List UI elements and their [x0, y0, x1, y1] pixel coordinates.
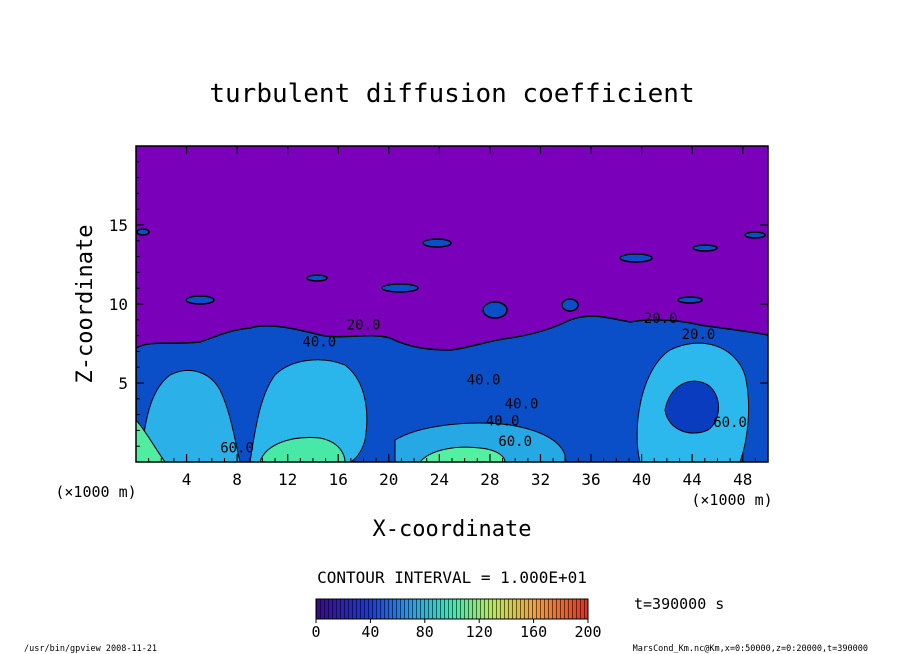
green-region-1: [259, 436, 346, 462]
x-tick-label: 24: [430, 470, 449, 489]
time-label: t=390000 s: [634, 595, 724, 613]
x-axis-label: X-coordinate: [373, 517, 532, 542]
colorbar-tick-label: 0: [311, 623, 320, 641]
cyan-region-1: [139, 369, 241, 462]
x-tick-label: 28: [480, 470, 499, 489]
x-unit-label-left: (×1000 m): [55, 483, 136, 501]
x-tick-label: 4: [182, 470, 192, 489]
x-tick-label: 20: [379, 470, 398, 489]
plot-area: [136, 146, 768, 462]
contour-label: 40.0: [467, 373, 501, 389]
contour-label: 40.0: [486, 414, 520, 430]
x-tick-label: 8: [232, 470, 242, 489]
x-tick-label: 44: [683, 470, 702, 489]
upper-patches: [136, 228, 766, 319]
contour-label: 20.0: [682, 327, 716, 343]
contour-interval: CONTOUR INTERVAL = 1.000E+01: [317, 568, 587, 587]
contour-labels: 20.0 20.040.040.040.020.060.0 60.040.0 60.0: [220, 311, 747, 457]
y-axis-ticks: 5 10 15: [109, 161, 768, 447]
contour-label: 40.0: [505, 396, 539, 412]
y-tick-label: 15: [109, 216, 128, 235]
colorbar-tick-label: 160: [520, 623, 547, 641]
x-unit-label-right: (×1000 m): [691, 491, 772, 509]
contour-label: 60.0: [498, 434, 532, 450]
x-tick-label: 48: [733, 470, 752, 489]
cyan-region-2: [249, 359, 368, 462]
x-tick-label: 36: [581, 470, 600, 489]
contour-label: 60.0: [220, 441, 254, 457]
x-tick-label: 12: [278, 470, 297, 489]
x-axis-ticks: 4 8 12 16 20 24 28 32 36 40 44 48: [148, 146, 756, 489]
footer-right: MarsCond_Km.nc@Km,x=0:50000,z=0:20000,t=…: [633, 644, 868, 654]
contour-label: 20.0: [347, 317, 381, 333]
colorbar-tick-label: 40: [361, 623, 379, 641]
colorbar-stripes: [316, 599, 588, 619]
y-axis-label: Z-coordinate: [73, 225, 98, 384]
colorbar-tick-label: 80: [416, 623, 434, 641]
contour-label: 60.0: [713, 415, 747, 431]
x-tick-label: 32: [531, 470, 550, 489]
contour-label: 40.0: [302, 335, 336, 351]
contour-label: 20.0: [644, 311, 678, 327]
x-tick-label: 40: [632, 470, 651, 489]
colorbar-tick-label: 120: [466, 623, 493, 641]
y-tick-label: 5: [118, 374, 128, 393]
colorbar-ticks: 0 40 80 120 160 200: [311, 619, 602, 641]
chart-title: turbulent diffusion coefficient: [209, 79, 694, 109]
colorbar-tick-label: 200: [574, 623, 601, 641]
y-tick-label: 10: [109, 295, 128, 314]
footer-left: /usr/bin/gpview 2008-11-21: [24, 644, 157, 654]
x-tick-label: 16: [329, 470, 348, 489]
blue-core-4: [664, 380, 719, 434]
green-region-2: [419, 446, 506, 462]
